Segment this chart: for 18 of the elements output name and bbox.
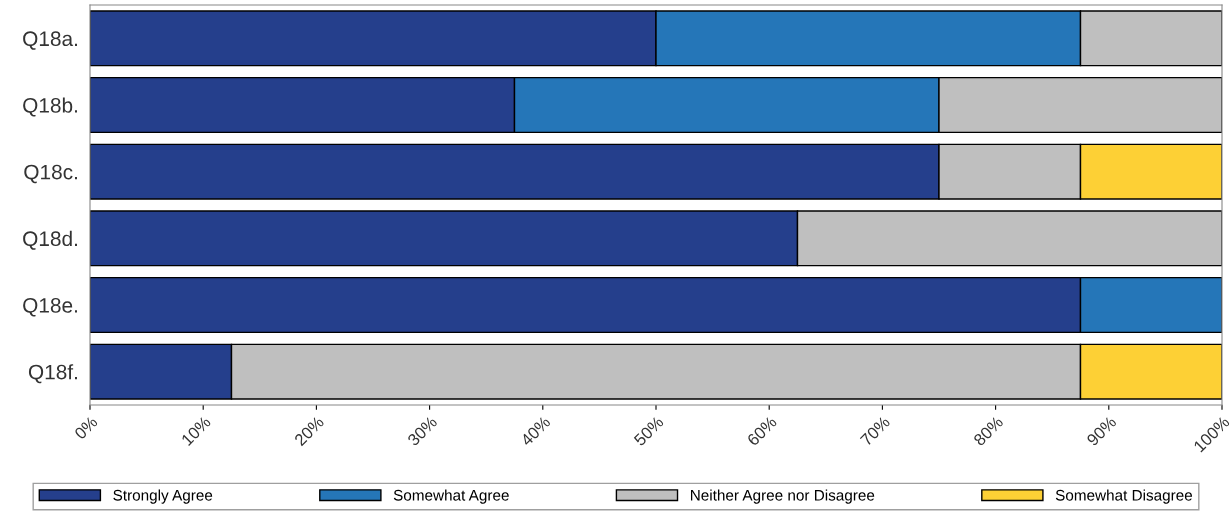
legend-label: Strongly Agree: [113, 489, 213, 504]
y-tick-label: Q18e.: [23, 298, 77, 317]
x-tick-label: 80%: [972, 415, 1004, 447]
legend-label: Neither Agree nor Disagree: [691, 489, 875, 504]
x-tick-label: 60%: [746, 415, 778, 447]
legend-label: Somewhat Agree: [393, 489, 509, 504]
x-tick-label: 70%: [859, 415, 891, 447]
y-tick-label: Q18b.: [23, 97, 77, 117]
legend-label: Somewhat Disagree: [1055, 489, 1193, 504]
x-tick-label: 50%: [633, 415, 665, 447]
x-tick-label: 40%: [519, 415, 552, 447]
y-tick-label: Q18a.: [23, 31, 77, 50]
x-tick-label: 0%: [73, 415, 99, 440]
y-tick-label: Q18f.: [28, 364, 77, 384]
y-tick-label: Q18c.: [24, 164, 77, 184]
y-tick-label: Q18d.: [23, 230, 77, 250]
x-tick-label: 30%: [406, 415, 438, 447]
x-tick-label: 90%: [1086, 415, 1118, 447]
